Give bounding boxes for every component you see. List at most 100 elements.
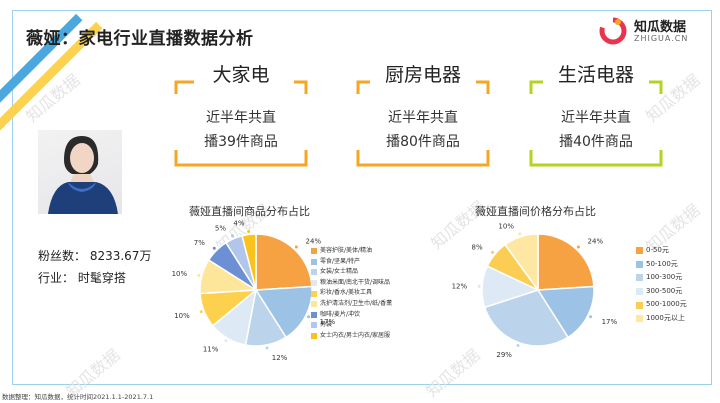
chart1-label-marker-5 bbox=[197, 273, 201, 277]
chart2-slice-0 bbox=[537, 233, 595, 291]
chart2-slice-1 bbox=[536, 285, 595, 339]
legend-swatch bbox=[311, 248, 317, 255]
chart1-value-label-4: 10% bbox=[174, 312, 190, 320]
chart1-legend-item: 零食/坚果/特产 bbox=[311, 257, 392, 268]
legend-label: 洗护清洁剂/卫生巾/纸/香薰 bbox=[320, 299, 393, 307]
chart1-legend-item: 美容护肤/美体/精油 bbox=[311, 246, 392, 257]
legend-swatch bbox=[311, 258, 317, 265]
logo-name: 知瓜数据 bbox=[634, 20, 687, 35]
chart2-label-marker-4 bbox=[491, 250, 495, 254]
chart1-value-label-8: 4% bbox=[233, 220, 244, 228]
legend-label: 粮油米面/南北干货/调味品 bbox=[320, 278, 391, 286]
chart1-legend-item: 女士内衣/男士内衣/家居服 bbox=[311, 331, 392, 342]
chart1-value-label-2: 12% bbox=[272, 354, 288, 362]
chart1-value-label-3: 11% bbox=[203, 346, 219, 354]
legend-label: 男装 bbox=[320, 321, 333, 329]
category-home-appliance: 生活电器 近半年共直 播40件商品 bbox=[531, 62, 661, 154]
chart2-label-marker-0 bbox=[576, 245, 580, 249]
category-name: 生活电器 bbox=[557, 64, 634, 86]
chart2-title: 薇娅直播间价格分布占比 bbox=[475, 205, 596, 218]
chart1-label-marker-0 bbox=[294, 245, 298, 249]
legend-swatch bbox=[636, 288, 643, 296]
chart2-value-label-1: 17% bbox=[602, 318, 618, 326]
chart1-label-marker-2 bbox=[265, 346, 269, 350]
legend-swatch bbox=[311, 322, 317, 329]
chart1-slice-8 bbox=[241, 233, 257, 291]
category-desc: 近半年共直 播39件商品 bbox=[204, 110, 278, 150]
legend-swatch bbox=[311, 290, 317, 297]
category-kitchen-appliance: 厨房电器 近半年共直 播80件商品 bbox=[358, 62, 488, 154]
legend-label: 零食/坚果/特产 bbox=[320, 257, 361, 265]
chart2-legend: 0-50元 50-100元 100-300元 300-500元 500-1000元 100… bbox=[636, 244, 687, 326]
profile-stats: 粉丝数： 8233.67万 行业： 时髦穿搭 bbox=[38, 245, 151, 289]
chart1-label-marker-8 bbox=[247, 229, 251, 233]
legend-swatch bbox=[636, 260, 643, 268]
chart2-legend-item: 0-50元 bbox=[636, 244, 687, 258]
legend-label: 300-500元 bbox=[646, 286, 683, 295]
chart2-value-label-4: 8% bbox=[471, 244, 482, 252]
category-name: 大家电 bbox=[212, 64, 270, 86]
legend-label: 100-300元 bbox=[646, 273, 683, 282]
category-large-appliance: 大家电 近半年共直 播39件商品 bbox=[176, 62, 306, 154]
chart1-label-marker-6 bbox=[212, 246, 216, 250]
legend-label: 美容护肤/美体/精油 bbox=[320, 247, 373, 254]
chart2-slice-5 bbox=[504, 233, 539, 293]
avatar bbox=[38, 130, 122, 214]
chart2-legend-item: 300-500元 bbox=[636, 285, 687, 299]
chart1-slice-1 bbox=[254, 285, 313, 339]
chart1-title: 薇娅直播间商品分布占比 bbox=[189, 205, 310, 218]
fans-count: 粉丝数： 8233.67万 bbox=[38, 249, 152, 263]
legend-label: 女装/女士精品 bbox=[320, 268, 359, 276]
legend-label: 咖啡/麦片/冲饮 bbox=[320, 310, 361, 318]
chart1-legend-item: 洗护清洁剂/卫生巾/纸/香薰 bbox=[311, 299, 392, 310]
chart1-label-marker-4 bbox=[199, 310, 203, 314]
legend-swatch bbox=[311, 301, 317, 308]
chart1-value-label-0: 24% bbox=[306, 237, 322, 245]
chart2-label-marker-5 bbox=[518, 232, 522, 236]
chart1-legend-item: 男装 bbox=[311, 320, 392, 331]
chart2-legend-item: 50-100元 bbox=[636, 258, 687, 272]
chart1-legend: 美容护肤/美体/精油 零食/坚果/特产 女装/女士精品粮油米面/南北干货/调味品 彩妆… bbox=[311, 246, 392, 341]
legend-label: 500-1000元 bbox=[646, 300, 687, 309]
brand-logo: 知瓜数据 ZHIGUA.CN bbox=[598, 14, 708, 50]
chart2-label-marker-1 bbox=[589, 315, 593, 319]
chart2-legend-item: 1000元以上 bbox=[636, 312, 687, 326]
legend-swatch bbox=[636, 301, 643, 309]
legend-swatch bbox=[311, 280, 317, 287]
chart2-legend-item: 500-1000元 bbox=[636, 298, 687, 312]
industry: 行业： 时髦穿搭 bbox=[38, 271, 126, 285]
chart1-slice-0 bbox=[255, 233, 313, 291]
legend-label: 彩妆/香水/美妆工具 bbox=[320, 289, 373, 297]
chart1-legend-item: 女装/女士精品 bbox=[311, 267, 392, 278]
chart1-legend-item: 粮油米面/南北干货/调味品 bbox=[311, 278, 392, 289]
chart1-label-marker-3 bbox=[224, 339, 228, 343]
category-name: 厨房电器 bbox=[384, 64, 461, 86]
chart2-value-label-0: 24% bbox=[588, 237, 604, 245]
chart1-label-marker-7 bbox=[231, 234, 235, 238]
chart2-value-label-5: 10% bbox=[498, 222, 514, 230]
category-desc: 近半年共直 播40件商品 bbox=[559, 110, 633, 150]
legend-label: 1000元以上 bbox=[646, 313, 685, 322]
chart2-label-marker-3 bbox=[477, 284, 481, 288]
logo-icon bbox=[599, 17, 627, 45]
legend-swatch bbox=[636, 274, 643, 282]
legend-swatch bbox=[311, 333, 317, 340]
person-image bbox=[48, 136, 118, 214]
chart1-legend-item: 咖啡/麦片/冲饮 bbox=[311, 310, 392, 321]
legend-swatch bbox=[311, 269, 317, 276]
chart2-value-label-2: 29% bbox=[496, 351, 512, 359]
legend-label: 女士内衣/男士内衣/家居服 bbox=[320, 331, 391, 339]
page-title: 薇娅：家电行业直播数据分析 bbox=[26, 29, 254, 49]
category-desc: 近半年共直 播80件商品 bbox=[386, 110, 460, 150]
legend-swatch bbox=[636, 247, 643, 255]
legend-swatch bbox=[311, 311, 317, 318]
chart1-value-label-5: 10% bbox=[172, 270, 188, 278]
footer-source: 数据整理：知瓜数据，统计时间2021.1.1-2021.7.1 bbox=[2, 393, 154, 401]
legend-label: 0-50元 bbox=[646, 246, 669, 254]
chart1-label-marker-1 bbox=[307, 315, 311, 319]
logo-subtitle: ZHIGUA.CN bbox=[634, 34, 689, 43]
chart1-value-label-1: 17% bbox=[320, 318, 336, 326]
legend-label: 50-100元 bbox=[646, 259, 678, 268]
